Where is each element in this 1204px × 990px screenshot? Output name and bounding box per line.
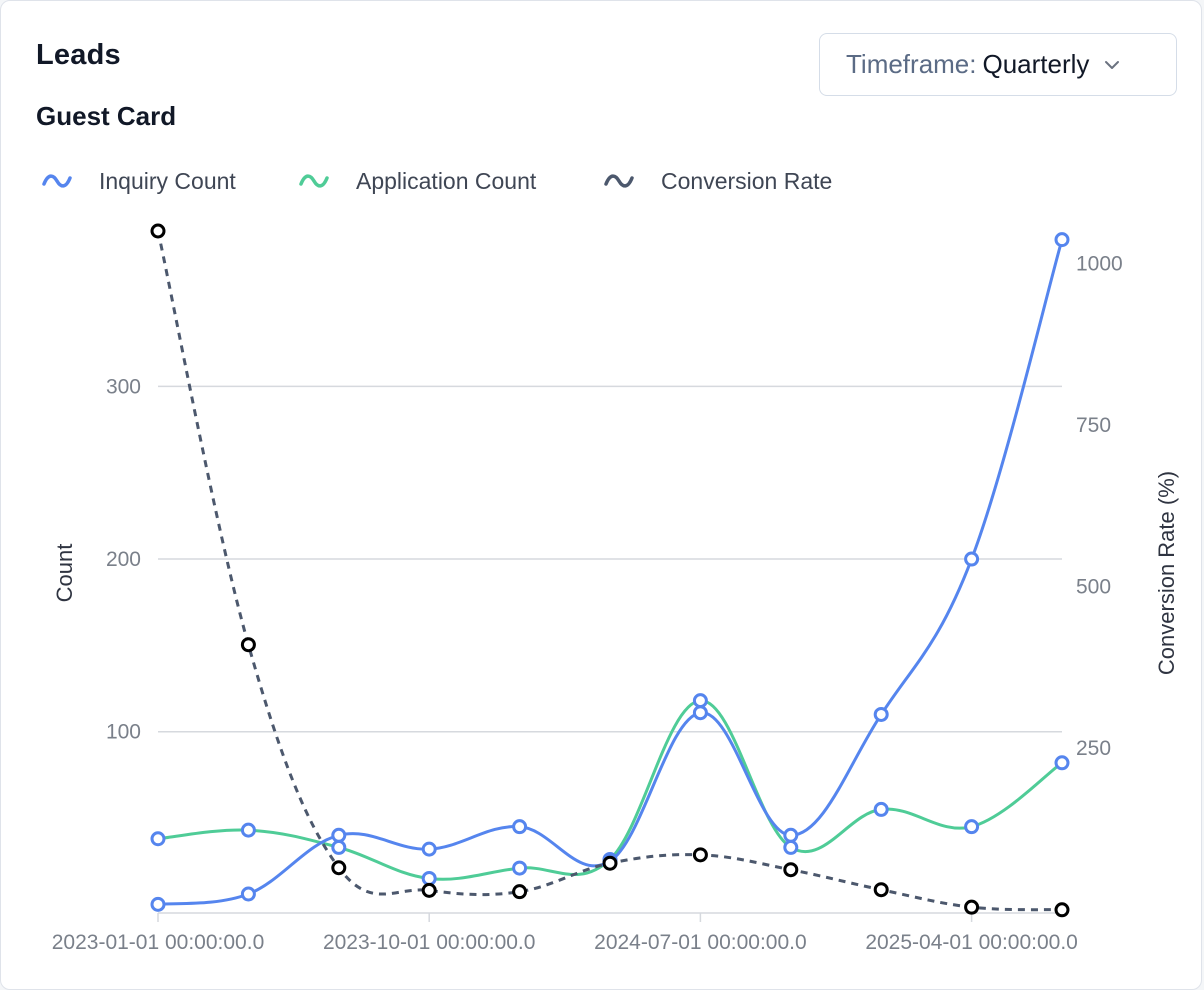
timeframe-label: Timeframe: [846,49,977,79]
data-point-conversion [602,855,618,871]
data-point-inquiry [150,896,166,912]
right-tick-label: 750 [1076,414,1111,437]
right-tick-label: 250 [1076,737,1111,760]
data-point-conversion [783,862,799,878]
left-tick-label: 100 [106,721,141,744]
data-point-inquiry [692,705,708,721]
right-tick-label: 500 [1076,576,1111,599]
data-point-inquiry [512,819,528,835]
card-subtitle: Guest Card [36,101,177,131]
right-axis-title: Conversion Rate (%) [1154,471,1179,675]
data-point-conversion [331,860,347,876]
wave-icon [299,174,329,188]
timeframe-value: Quarterly [982,49,1090,79]
chevron-down-icon [1105,60,1120,69]
data-point-conversion [240,637,256,653]
legend-item-inquiry[interactable]: Inquiry Count [41,161,236,201]
x-tick-label: 2024-07-01 00:00:00.0 [594,931,807,954]
legend-label: Conversion Rate [661,167,833,194]
data-point-application [964,819,980,835]
card-title: Leads [36,39,121,71]
x-tick-label: 2025-04-01 00:00:00.0 [865,931,1078,954]
data-point-application [1054,755,1070,771]
series-line-inquiry [157,239,1064,906]
data-point-application [240,822,256,838]
series-points-inquiry [150,232,1070,912]
data-point-conversion [692,847,708,863]
data-point-conversion [512,884,528,900]
legend-item-application[interactable]: Application Count [298,161,536,201]
x-tick-label: 2023-01-01 00:00:00.0 [52,931,265,954]
left-tick-label: 200 [106,548,141,571]
data-point-conversion [421,882,437,898]
data-point-inquiry [873,706,889,722]
data-point-application [783,839,799,855]
series-points-conversion [150,223,1070,918]
wave-icon [42,174,72,188]
data-point-inquiry [240,886,256,902]
grid-lines [158,385,1062,733]
data-point-application [421,870,437,886]
legend-label: Inquiry Count [99,167,236,194]
data-point-conversion [873,882,889,898]
timeframe-dropdown[interactable]: Timeframe: Quarterly [819,33,1177,96]
data-point-application [331,839,347,855]
data-point-application [150,831,166,847]
left-tick-label: 300 [106,375,141,398]
legend-label: Application Count [356,167,537,194]
data-point-application [512,860,528,876]
data-point-inquiry [783,827,799,843]
wave-icon [604,174,634,188]
data-point-application [692,693,708,709]
data-point-conversion [964,899,980,915]
data-point-conversion [1054,902,1070,918]
data-point-inquiry [331,827,347,843]
data-point-application [873,801,889,817]
data-point-inquiry [1054,232,1070,248]
x-tick-label: 2023-10-01 00:00:00.0 [323,931,536,954]
data-point-inquiry [964,551,980,567]
series-line-conversion [156,230,1063,912]
right-tick-label: 1000 [1076,252,1123,275]
data-point-conversion [150,223,166,239]
legend-item-conversion[interactable]: Conversion Rate [603,161,832,201]
left-axis-title: Count [52,544,77,603]
data-point-inquiry [421,841,437,857]
